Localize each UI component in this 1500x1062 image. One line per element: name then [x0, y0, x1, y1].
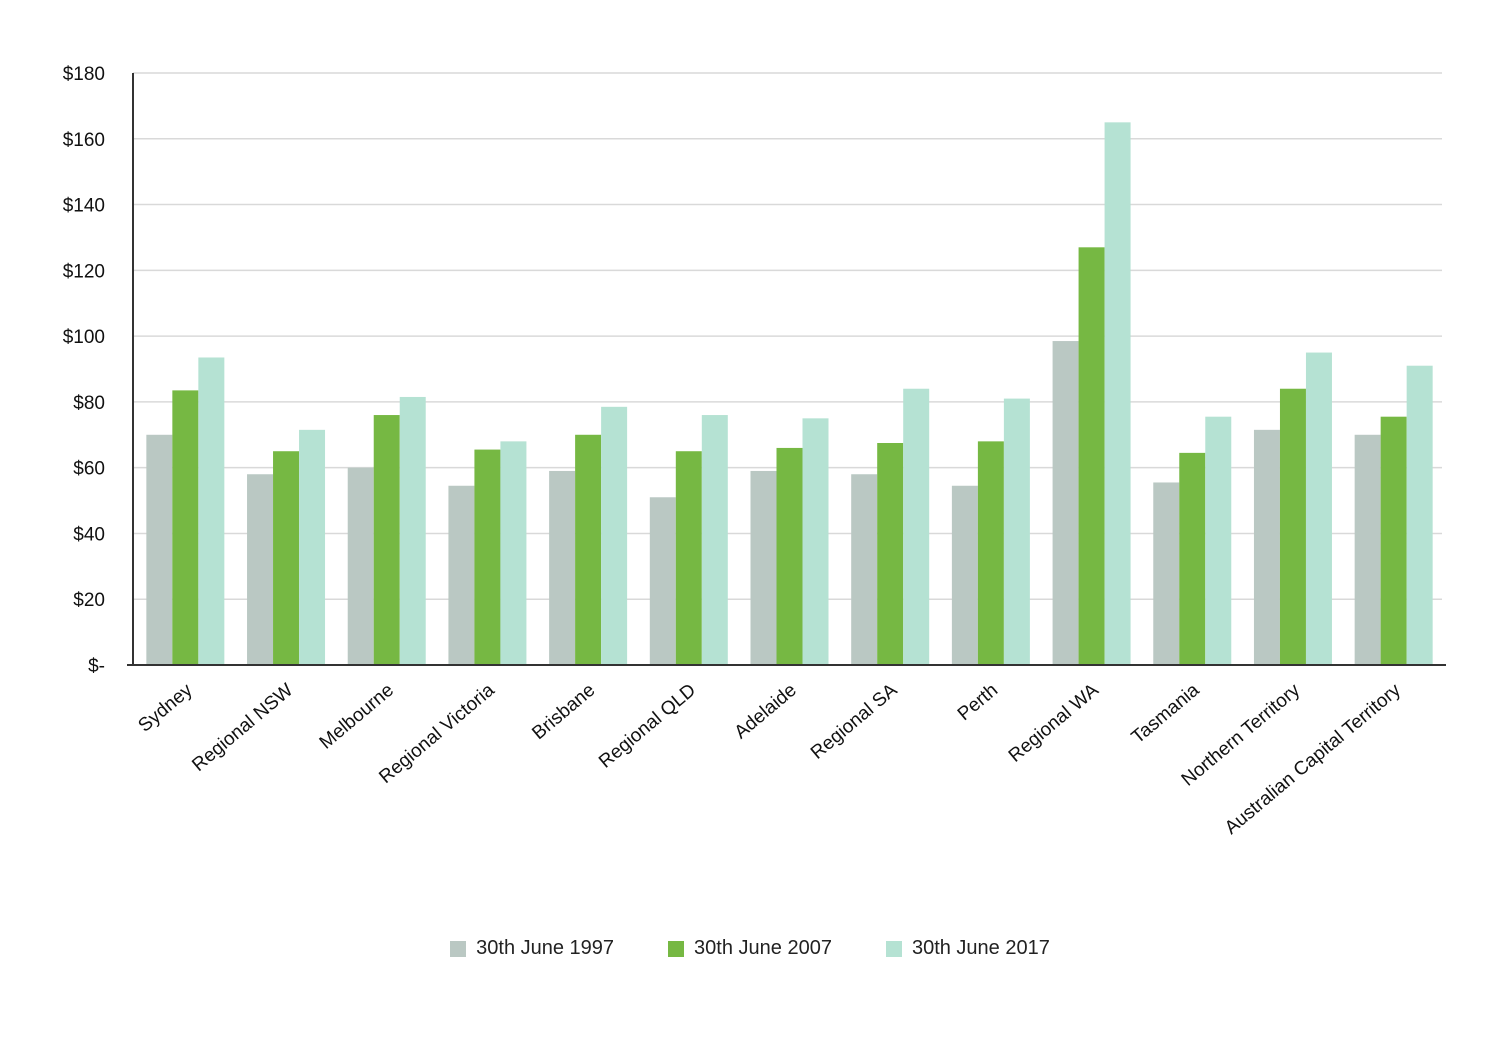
x-tick-label: Sydney — [135, 679, 197, 736]
bar-30th-june-2007 — [1279, 388, 1306, 665]
bar-30th-june-2007 — [273, 451, 300, 665]
y-tick-label: $120 — [63, 261, 105, 282]
x-tick-label: Melbourne — [316, 680, 398, 754]
legend: 30th June 1997 30th June 2007 30th June … — [0, 937, 1500, 960]
legend-item-2017: 30th June 2017 — [885, 937, 1050, 960]
bar-30th-june-1997 — [347, 467, 374, 665]
bar-30th-june-2007 — [1179, 452, 1206, 665]
legend-swatch — [668, 940, 685, 957]
bar-30th-june-1997 — [448, 485, 475, 665]
bar-30th-june-2017 — [903, 388, 930, 665]
y-tick-label: $- — [88, 656, 105, 677]
bar-30th-june-2017 — [601, 406, 628, 665]
bar-30th-june-2017 — [802, 418, 829, 665]
bar-30th-june-2007 — [575, 434, 602, 665]
bar-30th-june-2017 — [701, 415, 728, 665]
bar-30th-june-2007 — [172, 390, 199, 665]
bar-30th-june-1997 — [951, 485, 978, 665]
x-tick-label: Australian Capital Territory — [1221, 679, 1405, 838]
legend-item-1997: 30th June 1997 — [450, 937, 614, 960]
bar-chart: $- $20 $40 $60 $80 $100 $120 $140 $160 $180 Sydney… — [63, 64, 1446, 839]
legend-label: 30th June 2017 — [911, 937, 1050, 959]
y-tick-label: $160 — [63, 130, 105, 151]
bar-30th-june-2017 — [299, 429, 326, 665]
y-tick-label: $180 — [63, 64, 105, 85]
bar-30th-june-1997 — [750, 470, 777, 665]
x-tick-label: Regional NSW — [188, 680, 297, 776]
bar-30th-june-1997 — [1052, 341, 1079, 665]
bar-30th-june-2007 — [977, 441, 1004, 665]
legend-label: 30th June 2007 — [694, 937, 832, 959]
bar-30th-june-2017 — [399, 396, 426, 665]
x-tick-label: Regional WA — [1005, 680, 1103, 767]
bar-30th-june-1997 — [649, 497, 676, 665]
bar-30th-june-2007 — [776, 447, 803, 665]
bar-30th-june-2007 — [1380, 416, 1407, 665]
x-tick-label: Tasmania — [1128, 679, 1204, 748]
x-tick-label: Regional SA — [807, 680, 902, 764]
legend-label: 30th June 1997 — [476, 937, 615, 959]
bar-30th-june-2017 — [1104, 122, 1131, 666]
bar-30th-june-2017 — [1406, 365, 1433, 665]
bar-30th-june-1997 — [247, 474, 274, 665]
y-tick-label: $80 — [73, 393, 105, 414]
legend-swatch — [885, 940, 902, 957]
x-tick-label: Brisbane — [528, 680, 599, 744]
bar-30th-june-2007 — [373, 415, 400, 665]
y-tick-label: $60 — [73, 459, 105, 480]
bar-30th-june-2007 — [474, 449, 501, 665]
x-tick-label: Perth — [954, 680, 1002, 725]
bar-30th-june-1997 — [1153, 482, 1180, 665]
y-tick-label: $140 — [63, 196, 105, 217]
bar-30th-june-1997 — [851, 474, 878, 665]
bar-30th-june-1997 — [146, 434, 173, 665]
bar-30th-june-2017 — [1205, 416, 1232, 665]
bar-30th-june-1997 — [1253, 429, 1280, 665]
bar-30th-june-2017 — [198, 357, 225, 665]
x-tick-label: Adelaide — [731, 680, 801, 744]
bar-30th-june-2017 — [1305, 352, 1332, 665]
x-tick-label: Regional QLD — [595, 680, 700, 773]
bar-30th-june-1997 — [549, 470, 576, 665]
bar-30th-june-2017 — [1003, 398, 1030, 665]
bar-30th-june-2007 — [675, 451, 702, 665]
y-tick-label: $100 — [63, 327, 105, 348]
bar-30th-june-1997 — [1354, 434, 1381, 665]
bar-30th-june-2007 — [1078, 247, 1105, 666]
legend-item-2007: 30th June 2007 — [668, 937, 832, 960]
y-tick-label: $40 — [73, 524, 105, 545]
bar-30th-june-2007 — [877, 443, 904, 665]
bar-30th-june-2017 — [500, 441, 527, 665]
y-tick-label: $20 — [73, 590, 105, 611]
legend-swatch — [450, 940, 467, 957]
